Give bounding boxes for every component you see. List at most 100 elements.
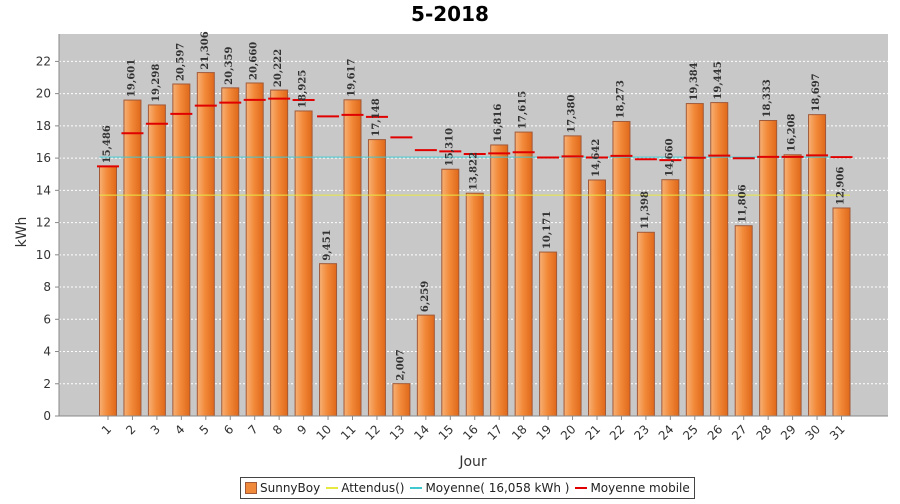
- x-tick-label: 6: [221, 422, 236, 437]
- x-tick-label: 29: [778, 422, 799, 443]
- bar: [808, 114, 827, 417]
- x-tick-label: 20: [558, 422, 579, 443]
- x-tick-label: 14: [411, 422, 432, 443]
- x-axis-label: Jour: [458, 454, 487, 470]
- x-tick-label: 19: [534, 422, 555, 443]
- legend-item: SunnyBoy: [245, 481, 320, 495]
- y-tick-label: 18: [36, 119, 51, 133]
- x-tick-label: 30: [802, 422, 823, 443]
- x-tick-label: 22: [607, 422, 628, 443]
- x-tick-label: 31: [827, 422, 848, 443]
- bar: [539, 251, 558, 417]
- x-tick-label: 21: [582, 422, 603, 443]
- bar-value-label: 20,359: [224, 47, 235, 85]
- bar: [221, 87, 240, 417]
- x-tick-label: 1: [99, 422, 114, 437]
- bar-value-label: 16,208: [787, 113, 798, 151]
- bar: [514, 131, 533, 417]
- bar-value-labels: 15,486 19,601 19,298 20,597 21,306 20,359 20,6…: [102, 31, 847, 380]
- y-tick-label: 8: [43, 280, 51, 294]
- bar-value-label: 18,925: [298, 70, 309, 108]
- bar: [832, 207, 851, 417]
- bar: [441, 168, 460, 417]
- x-tick-label: 15: [436, 422, 457, 443]
- bar-value-label: 17,148: [371, 98, 382, 136]
- x-tick-label: 23: [631, 422, 652, 443]
- bar: [783, 154, 802, 417]
- x-tick-label: 28: [754, 422, 775, 443]
- bar-value-label: 20,222: [273, 49, 284, 87]
- x-tick-label: 8: [270, 422, 285, 437]
- legend-swatch: [245, 482, 257, 494]
- legend-item: Moyenne( 16,058 kWh ): [410, 481, 569, 495]
- x-tick-label: 24: [656, 422, 677, 443]
- bars: [99, 72, 851, 417]
- legend-swatch: [575, 487, 588, 489]
- bar: [490, 144, 509, 417]
- bar: [147, 104, 166, 417]
- x-tick-label: 12: [362, 422, 383, 443]
- legend-label: Moyenne mobile: [590, 481, 690, 495]
- legend-label: Moyenne( 16,058 kWh ): [425, 481, 570, 495]
- x-tick-label: 16: [460, 422, 481, 443]
- bar: [563, 135, 582, 417]
- bar: [465, 192, 484, 417]
- bar-value-label: 18,273: [615, 80, 626, 118]
- x-tick-label: 2: [123, 422, 138, 437]
- bar-value-label: 16,816: [493, 104, 504, 142]
- bar-value-label: 15,486: [102, 125, 113, 163]
- y-axis-label: kWh: [14, 217, 30, 248]
- reference-lines: [99, 156, 850, 196]
- x-tick-label: 27: [729, 422, 750, 443]
- legend-item: Attendus(): [326, 481, 404, 495]
- bar-value-label: 20,597: [175, 43, 186, 81]
- x-tick-label: 5: [197, 422, 212, 437]
- bar-value-label: 19,384: [689, 62, 700, 100]
- x-tick-label: 26: [705, 422, 726, 443]
- y-tick-label: 12: [36, 216, 51, 230]
- y-tick-label: 22: [36, 54, 51, 68]
- bar: [270, 89, 289, 417]
- y-tick-label: 4: [43, 345, 51, 359]
- bar-value-label: 19,445: [713, 61, 724, 99]
- legend-label: Attendus(): [341, 481, 405, 495]
- x-tick-label: 4: [172, 422, 187, 437]
- y-tick-labels: 0 2 4 6 8 10 12 14 16 18 20 22: [36, 54, 59, 423]
- y-tick-label: 16: [36, 151, 51, 165]
- bar-value-label: 18,697: [811, 73, 822, 111]
- y-tick-label: 10: [36, 248, 51, 262]
- x-tick-label: 11: [338, 422, 359, 443]
- legend-swatch: [410, 487, 423, 489]
- bar-value-label: 21,306: [200, 31, 211, 69]
- bar: [612, 120, 631, 417]
- bar: [367, 139, 386, 417]
- bar: [343, 99, 362, 417]
- bar: [636, 231, 655, 417]
- bar: [392, 383, 411, 417]
- bar-value-label: 11,398: [640, 191, 651, 229]
- y-tick-label: 14: [36, 183, 51, 197]
- bar-value-label: 10,171: [542, 211, 553, 249]
- bar: [416, 314, 435, 417]
- legend-label: SunnyBoy: [260, 481, 321, 495]
- bar: [710, 102, 729, 417]
- bar: [123, 99, 142, 417]
- bar-value-label: 9,451: [322, 229, 333, 260]
- bar-value-label: 17,380: [567, 95, 578, 133]
- bar-value-label: 15,310: [444, 128, 455, 166]
- bar-value-label: 6,259: [420, 281, 431, 312]
- y-tick-label: 2: [43, 377, 51, 391]
- bar-value-label: 19,617: [347, 58, 358, 96]
- bar-value-label: 12,906: [836, 167, 847, 205]
- bar-value-label: 20,660: [249, 42, 260, 80]
- bar: [661, 179, 680, 417]
- x-tick-label: 10: [313, 422, 334, 443]
- x-tick-label: 7: [246, 422, 261, 437]
- bar-value-label: 2,007: [395, 349, 406, 380]
- bar-value-label: 13,822: [469, 152, 480, 190]
- bar-value-label: 17,615: [518, 91, 529, 129]
- bar: [685, 103, 704, 417]
- bar-value-label: 19,601: [126, 59, 137, 97]
